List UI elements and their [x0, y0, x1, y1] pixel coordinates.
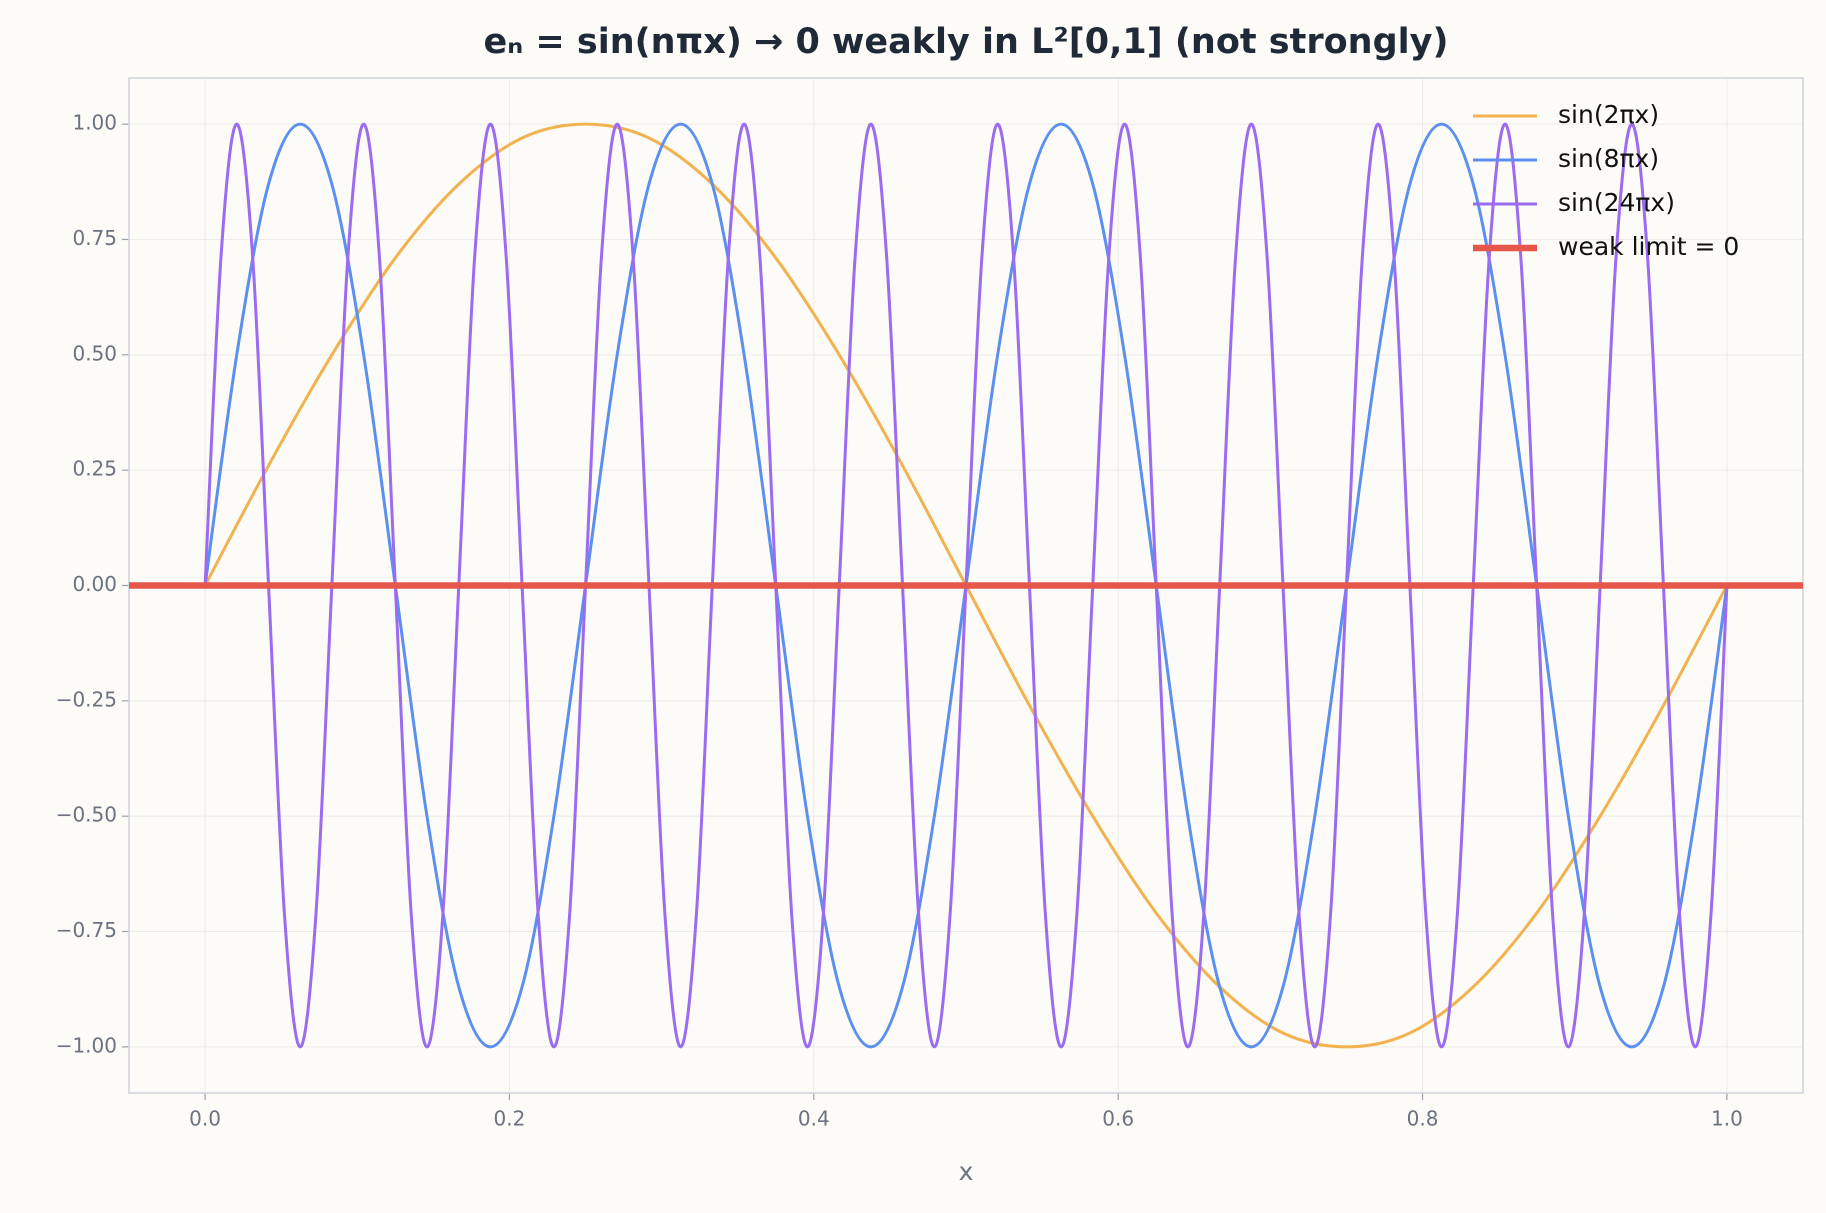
x-tick-label: 0.8 — [1407, 1107, 1439, 1131]
legend-label: sin(2πx) — [1558, 100, 1659, 129]
x-tick-label: 1.0 — [1711, 1107, 1743, 1131]
x-tick-label: 0.0 — [189, 1107, 221, 1131]
y-tick-label: 0.25 — [72, 457, 117, 481]
legend-label: weak limit = 0 — [1558, 232, 1739, 261]
y-tick-label: 0.00 — [72, 572, 117, 596]
y-tick-label: 0.50 — [72, 341, 117, 365]
y-tick-label: −0.75 — [56, 918, 117, 942]
legend-label: sin(8πx) — [1558, 144, 1659, 173]
y-tick-label: 0.75 — [72, 226, 117, 250]
chart-title: eₙ = sin(nπx) → 0 weakly in L²[0,1] (not… — [484, 22, 1449, 62]
x-tick-label: 0.6 — [1102, 1107, 1134, 1131]
legend-label: sin(24πx) — [1558, 188, 1675, 217]
y-tick-label: 1.00 — [72, 111, 117, 135]
x-tick-label: 0.4 — [798, 1107, 830, 1131]
x-tick-label: 0.2 — [494, 1107, 526, 1131]
y-tick-label: −0.50 — [56, 803, 117, 827]
y-tick-label: −0.25 — [56, 687, 117, 711]
x-axis-label: x — [959, 1157, 974, 1186]
y-tick-label: −1.00 — [56, 1033, 117, 1057]
